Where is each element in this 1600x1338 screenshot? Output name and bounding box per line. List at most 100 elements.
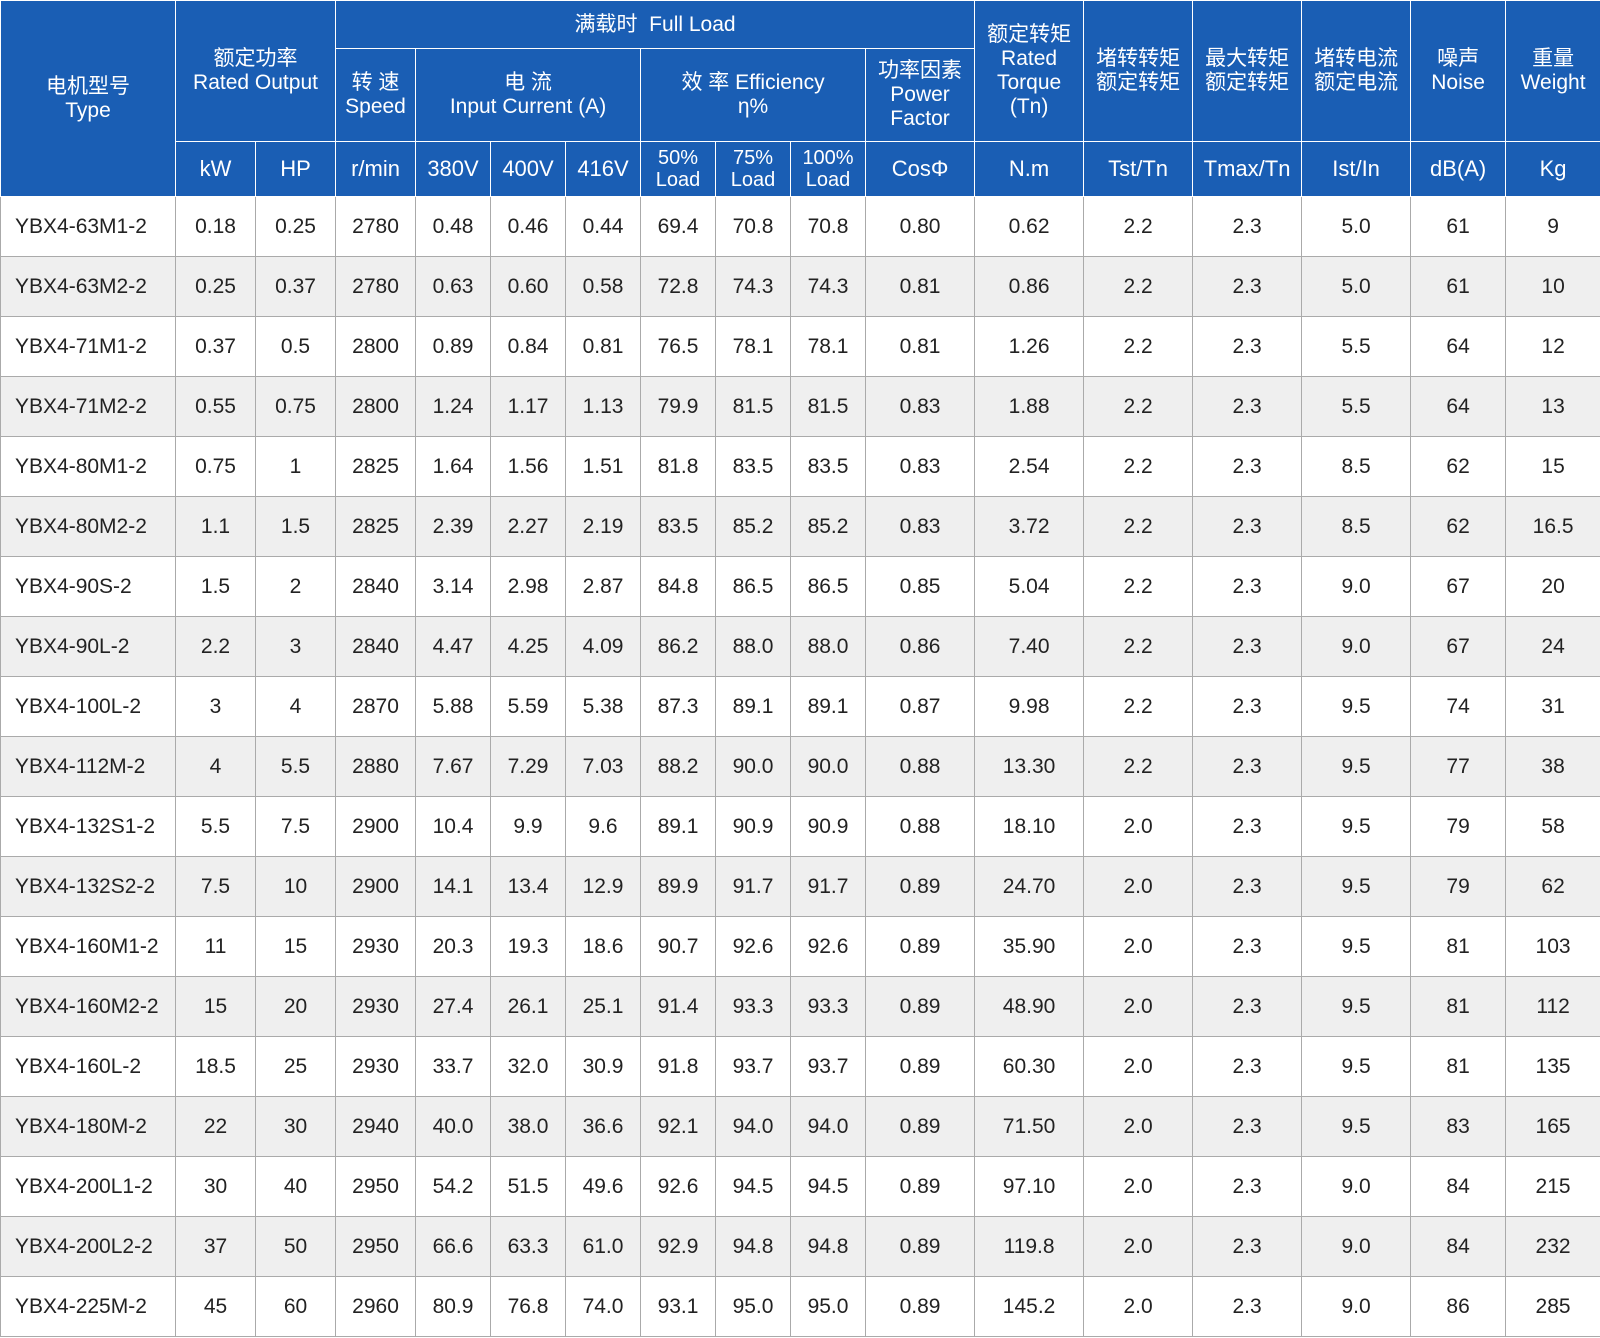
value-cell: 5.38 bbox=[565, 676, 642, 737]
value-cell: 2.3 bbox=[1192, 1036, 1303, 1097]
value-cell: 40.0 bbox=[415, 1096, 492, 1157]
value-cell: 1.5 bbox=[254, 496, 337, 557]
value-cell: 4.09 bbox=[565, 616, 642, 677]
value-cell: 5.5 bbox=[254, 736, 337, 797]
value-cell: 2900 bbox=[335, 856, 417, 917]
value-cell: 93.3 bbox=[715, 976, 792, 1037]
value-cell: 61.0 bbox=[565, 1216, 642, 1277]
value-cell: 2.2 bbox=[1083, 616, 1194, 677]
value-cell: 94.0 bbox=[715, 1096, 792, 1157]
header-noise: 噪声 Noise bbox=[1410, 0, 1507, 142]
header-rated-output-zh: 额定功率 bbox=[213, 47, 298, 70]
value-cell: 18.6 bbox=[565, 916, 642, 977]
model-cell: YBX4-200L2-2 bbox=[0, 1216, 176, 1277]
value-cell: 10 bbox=[254, 856, 337, 917]
value-cell: 35.90 bbox=[974, 916, 1085, 977]
header-locked-current-line2: 额定电流 bbox=[1314, 71, 1399, 94]
value-cell: 90.9 bbox=[790, 796, 867, 857]
value-cell: 0.18 bbox=[175, 196, 256, 257]
value-cell: 2800 bbox=[335, 376, 417, 437]
value-cell: 83 bbox=[1410, 1096, 1507, 1157]
value-cell: 40 bbox=[254, 1156, 337, 1217]
value-cell: 232 bbox=[1505, 1216, 1600, 1277]
model-cell: YBX4-160M1-2 bbox=[0, 916, 176, 977]
value-cell: 135 bbox=[1505, 1036, 1600, 1097]
value-cell: 15 bbox=[254, 916, 337, 977]
table-body: YBX4-63M1-2 0.18 0.25 2780 0.48 0.46 0.44 69.4 7… bbox=[0, 196, 1600, 1337]
value-cell: 2.3 bbox=[1192, 196, 1303, 257]
value-cell: 0.44 bbox=[565, 196, 642, 257]
header-power-factor-zh: 功率因素 bbox=[878, 59, 963, 82]
value-cell: 92.1 bbox=[640, 1096, 717, 1157]
value-cell: 0.89 bbox=[865, 976, 976, 1037]
unit-load-100-word: Load bbox=[805, 169, 851, 191]
model-cell: YBX4-90L-2 bbox=[0, 616, 176, 677]
value-cell: 13.4 bbox=[490, 856, 567, 917]
header-noise-zh: 噪声 bbox=[1437, 47, 1480, 70]
value-cell: 77 bbox=[1410, 736, 1507, 797]
value-cell: 76.8 bbox=[490, 1276, 567, 1337]
value-cell: 0.58 bbox=[565, 256, 642, 317]
header-weight: 重量 Weight bbox=[1505, 0, 1600, 142]
value-cell: 5.88 bbox=[415, 676, 492, 737]
unit-380v: 380V bbox=[415, 141, 492, 197]
value-cell: 10 bbox=[1505, 256, 1600, 317]
value-cell: 5.5 bbox=[1301, 376, 1412, 437]
table-row: YBX4-80M1-2 0.75 1 2825 1.64 1.56 1.51 81.8 83.5… bbox=[0, 436, 1600, 497]
value-cell: 92.9 bbox=[640, 1216, 717, 1277]
value-cell: 48.90 bbox=[974, 976, 1085, 1037]
value-cell: 2.2 bbox=[1083, 556, 1194, 617]
value-cell: 3.72 bbox=[974, 496, 1085, 557]
value-cell: 2.2 bbox=[1083, 196, 1194, 257]
value-cell: 2.3 bbox=[1192, 676, 1303, 737]
table-row: YBX4-90L-2 2.2 3 2840 4.47 4.25 4.09 86.2 88.0 88… bbox=[0, 616, 1600, 677]
value-cell: 74.0 bbox=[565, 1276, 642, 1337]
value-cell: 3.14 bbox=[415, 556, 492, 617]
value-cell: 1.5 bbox=[175, 556, 256, 617]
value-cell: 0.60 bbox=[490, 256, 567, 317]
value-cell: 0.80 bbox=[865, 196, 976, 257]
value-cell: 30.9 bbox=[565, 1036, 642, 1097]
value-cell: 1.17 bbox=[490, 376, 567, 437]
value-cell: 9.5 bbox=[1301, 976, 1412, 1037]
value-cell: 2.3 bbox=[1192, 976, 1303, 1037]
value-cell: 0.63 bbox=[415, 256, 492, 317]
value-cell: 25.1 bbox=[565, 976, 642, 1037]
value-cell: 38 bbox=[1505, 736, 1600, 797]
value-cell: 2800 bbox=[335, 316, 417, 377]
header-locked-torque: 堵转转矩 额定转矩 bbox=[1083, 0, 1194, 142]
header-current-en: Input Current (A) bbox=[449, 95, 607, 118]
value-cell: 94.0 bbox=[790, 1096, 867, 1157]
value-cell: 119.8 bbox=[974, 1216, 1085, 1277]
value-cell: 2.0 bbox=[1083, 916, 1194, 977]
unit-load-75-word: Load bbox=[730, 169, 776, 191]
value-cell: 18.10 bbox=[974, 796, 1085, 857]
value-cell: 64 bbox=[1410, 316, 1507, 377]
value-cell: 2.3 bbox=[1192, 916, 1303, 977]
value-cell: 9.0 bbox=[1301, 556, 1412, 617]
value-cell: 165 bbox=[1505, 1096, 1600, 1157]
value-cell: 9.5 bbox=[1301, 1096, 1412, 1157]
value-cell: 9.5 bbox=[1301, 856, 1412, 917]
value-cell: 7.40 bbox=[974, 616, 1085, 677]
value-cell: 2940 bbox=[335, 1096, 417, 1157]
value-cell: 81 bbox=[1410, 1036, 1507, 1097]
table-row: YBX4-200L2-2 37 50 2950 66.6 63.3 61.0 92.9 94.8… bbox=[0, 1216, 1600, 1277]
value-cell: 36.6 bbox=[565, 1096, 642, 1157]
value-cell: 0.75 bbox=[254, 376, 337, 437]
value-cell: 0.37 bbox=[254, 256, 337, 317]
value-cell: 1.24 bbox=[415, 376, 492, 437]
value-cell: 7.5 bbox=[175, 856, 256, 917]
value-cell: 90.0 bbox=[715, 736, 792, 797]
value-cell: 30 bbox=[254, 1096, 337, 1157]
value-cell: 7.67 bbox=[415, 736, 492, 797]
header-type-zh: 电机型号 bbox=[46, 74, 130, 98]
table-row: YBX4-160M1-2 11 15 2930 20.3 19.3 18.6 90.7 92.6… bbox=[0, 916, 1600, 977]
value-cell: 2.2 bbox=[1083, 676, 1194, 737]
value-cell: 90.9 bbox=[715, 796, 792, 857]
value-cell: 0.89 bbox=[865, 1216, 976, 1277]
value-cell: 112 bbox=[1505, 976, 1600, 1037]
value-cell: 88.0 bbox=[715, 616, 792, 677]
header-current-zh: 电 流 bbox=[504, 71, 552, 94]
header-full-load-label: 满载时 Full Load bbox=[574, 12, 736, 36]
